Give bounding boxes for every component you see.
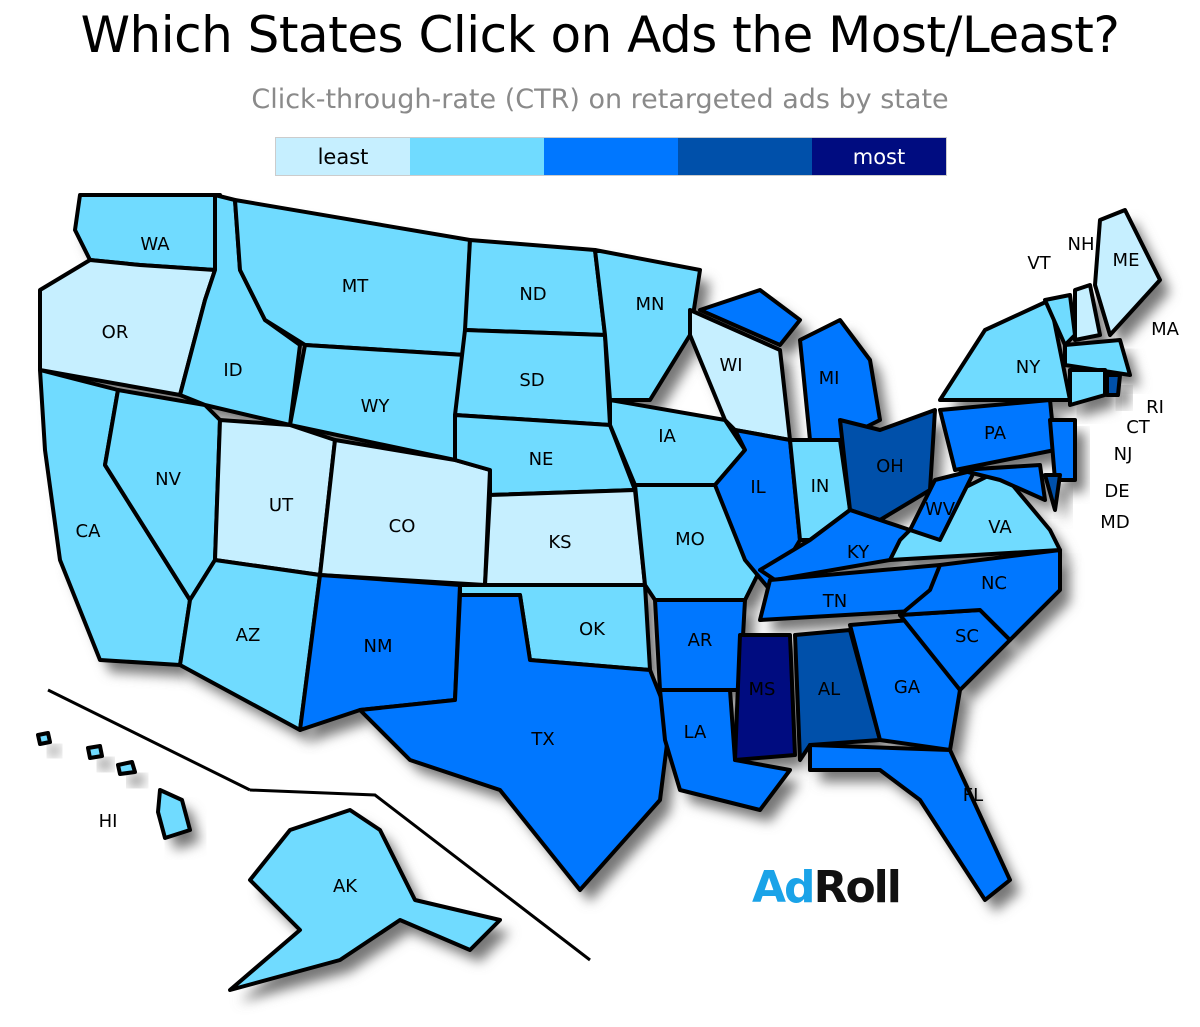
legend-least-label: least bbox=[317, 144, 369, 169]
state-la bbox=[658, 688, 792, 812]
state-ri bbox=[1105, 373, 1122, 397]
state-hi bbox=[116, 760, 137, 776]
state-label-wa: WA bbox=[140, 234, 170, 255]
state-hi bbox=[156, 788, 192, 840]
state-fl bbox=[808, 743, 1012, 902]
state-label-ak: AK bbox=[333, 876, 358, 897]
state-label-ok: OK bbox=[579, 619, 606, 640]
color-legend: least most bbox=[275, 137, 947, 176]
state-de bbox=[1043, 473, 1062, 512]
state-label-nj: NJ bbox=[1114, 444, 1133, 465]
state-label-ga: GA bbox=[894, 677, 921, 698]
state-label-id: ID bbox=[223, 360, 242, 381]
state-label-wv: WV bbox=[925, 499, 956, 520]
state-nj bbox=[1048, 418, 1077, 482]
state-wv bbox=[908, 468, 977, 542]
legend-swatch-2 bbox=[410, 138, 544, 175]
map-subtitle: Click-through-rate (CTR) on retargeted a… bbox=[251, 84, 949, 115]
state-label-il: IL bbox=[750, 477, 765, 498]
state-label-wy: WY bbox=[361, 396, 391, 417]
legend-swatch-4 bbox=[678, 138, 812, 175]
state-label-az: AZ bbox=[236, 625, 261, 646]
state-shadow bbox=[48, 745, 60, 756]
state-nh bbox=[1073, 283, 1102, 342]
state-mn bbox=[593, 248, 702, 402]
state-label-oh: OH bbox=[876, 456, 904, 477]
state-label-mt: MT bbox=[342, 276, 370, 297]
inset-divider bbox=[47, 688, 251, 792]
state-label-nc: NC bbox=[981, 573, 1007, 594]
state-me bbox=[1093, 208, 1162, 337]
state-label-ny: NY bbox=[1016, 357, 1041, 378]
adroll-logo: AdRoll bbox=[752, 862, 902, 913]
state-az bbox=[178, 558, 322, 732]
state-label-nd: ND bbox=[519, 284, 546, 305]
state-ak bbox=[228, 808, 502, 992]
state-label-mn: MN bbox=[636, 294, 665, 315]
state-mi bbox=[798, 318, 882, 442]
state-label-la: LA bbox=[684, 722, 707, 743]
state-tx bbox=[358, 593, 672, 892]
map-title: Which States Click on Ads the Most/Least… bbox=[80, 6, 1120, 64]
state-label-ct: CT bbox=[1126, 417, 1151, 438]
state-nc bbox=[898, 548, 1062, 642]
state-label-va: VA bbox=[988, 517, 1012, 538]
state-ms bbox=[733, 633, 797, 762]
state-label-in: IN bbox=[811, 476, 830, 497]
state-label-hi: HI bbox=[99, 811, 118, 832]
state-shadow bbox=[98, 758, 112, 770]
state-label-ne: NE bbox=[529, 449, 554, 470]
state-label-ky: KY bbox=[847, 542, 870, 563]
state-label-md: MD bbox=[1100, 512, 1129, 533]
state-label-nv: NV bbox=[155, 469, 181, 490]
state-label-tn: TN bbox=[822, 591, 847, 612]
state-label-sc: SC bbox=[955, 626, 979, 647]
state-shadow bbox=[128, 774, 145, 786]
state-mi bbox=[698, 288, 802, 347]
logo-ad: Ad bbox=[752, 862, 816, 913]
state-label-or: OR bbox=[102, 322, 129, 343]
legend-swatch-5: most bbox=[812, 138, 946, 175]
state-label-al: AL bbox=[818, 679, 840, 700]
legend-swatch-3 bbox=[544, 138, 678, 175]
state-hi bbox=[36, 731, 52, 746]
state-hi bbox=[86, 744, 104, 760]
state-label-sd: SD bbox=[519, 370, 544, 391]
state-label-nm: NM bbox=[364, 636, 393, 657]
state-label-tx: TX bbox=[530, 729, 554, 750]
legend-most-label: most bbox=[852, 144, 906, 169]
state-label-ia: IA bbox=[658, 426, 676, 447]
state-label-ms: MS bbox=[749, 679, 776, 700]
state-label-wi: WI bbox=[719, 355, 742, 376]
state-label-me: ME bbox=[1113, 250, 1140, 271]
inset-divider bbox=[249, 788, 591, 962]
state-label-ar: AR bbox=[688, 630, 713, 651]
state-label-ri: RI bbox=[1146, 397, 1164, 418]
state-label-ks: KS bbox=[548, 532, 571, 553]
state-label-mo: MO bbox=[675, 529, 705, 550]
state-label-nh: NH bbox=[1068, 234, 1095, 255]
legend-swatch-1: least bbox=[276, 138, 410, 175]
state-label-ma: MA bbox=[1151, 319, 1180, 340]
state-label-vt: VT bbox=[1027, 253, 1051, 274]
state-label-co: CO bbox=[389, 516, 416, 537]
state-ny bbox=[938, 298, 1072, 402]
state-label-de: DE bbox=[1104, 481, 1129, 502]
state-ma bbox=[1063, 338, 1132, 377]
state-label-pa: PA bbox=[984, 423, 1007, 444]
state-label-ca: CA bbox=[76, 521, 102, 542]
state-label-fl: FL bbox=[963, 785, 983, 806]
state-label-mi: MI bbox=[819, 368, 840, 389]
state-md bbox=[958, 463, 1047, 502]
state-label-ut: UT bbox=[269, 495, 294, 516]
logo-roll: Roll bbox=[813, 862, 902, 913]
